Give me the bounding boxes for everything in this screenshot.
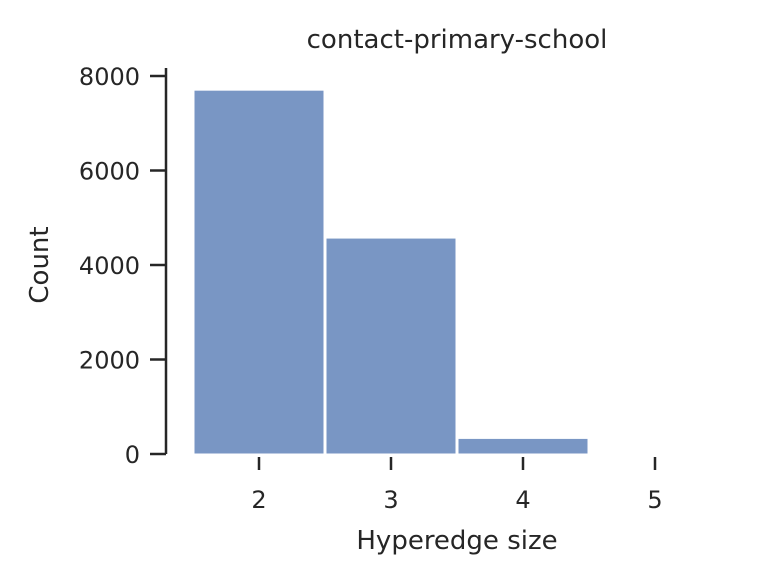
bar-2 bbox=[193, 89, 325, 455]
x-tick-label: 5 bbox=[647, 486, 662, 514]
y-tick-label: 0 bbox=[125, 441, 140, 469]
bars-group bbox=[193, 89, 589, 455]
x-tick-label: 4 bbox=[515, 486, 530, 514]
x-tick-label: 2 bbox=[251, 486, 266, 514]
x-axis: 2 3 4 5 bbox=[251, 457, 663, 514]
chart-title: contact-primary-school bbox=[307, 25, 608, 55]
y-tick-label: 8000 bbox=[79, 63, 140, 91]
x-axis-label: Hyperedge size bbox=[356, 526, 557, 556]
y-tick-label: 4000 bbox=[79, 252, 140, 280]
y-tick-label: 2000 bbox=[79, 347, 140, 375]
bar-3 bbox=[325, 237, 457, 455]
y-axis-label: Count bbox=[25, 226, 55, 303]
y-tick-label: 6000 bbox=[79, 158, 140, 186]
x-tick-label: 3 bbox=[383, 486, 398, 514]
bar-4 bbox=[457, 437, 589, 455]
y-axis: 0 2000 4000 6000 8000 bbox=[79, 63, 168, 469]
